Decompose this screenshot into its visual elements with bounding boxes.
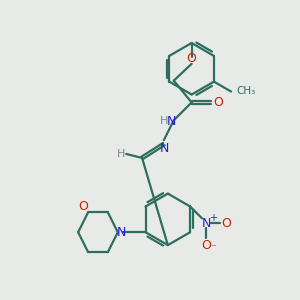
Text: +: + bbox=[209, 213, 217, 224]
Text: O: O bbox=[187, 52, 196, 65]
Text: N: N bbox=[167, 115, 176, 128]
Text: H: H bbox=[117, 149, 125, 159]
Text: CH₃: CH₃ bbox=[236, 85, 255, 96]
Text: N: N bbox=[117, 226, 126, 239]
Text: N: N bbox=[160, 142, 170, 154]
Text: ⁻: ⁻ bbox=[210, 243, 216, 253]
Text: O: O bbox=[221, 217, 231, 230]
Text: N: N bbox=[201, 217, 211, 230]
Text: H: H bbox=[160, 116, 168, 126]
Text: O: O bbox=[201, 238, 211, 252]
Text: O: O bbox=[213, 96, 223, 109]
Text: O: O bbox=[78, 200, 88, 213]
